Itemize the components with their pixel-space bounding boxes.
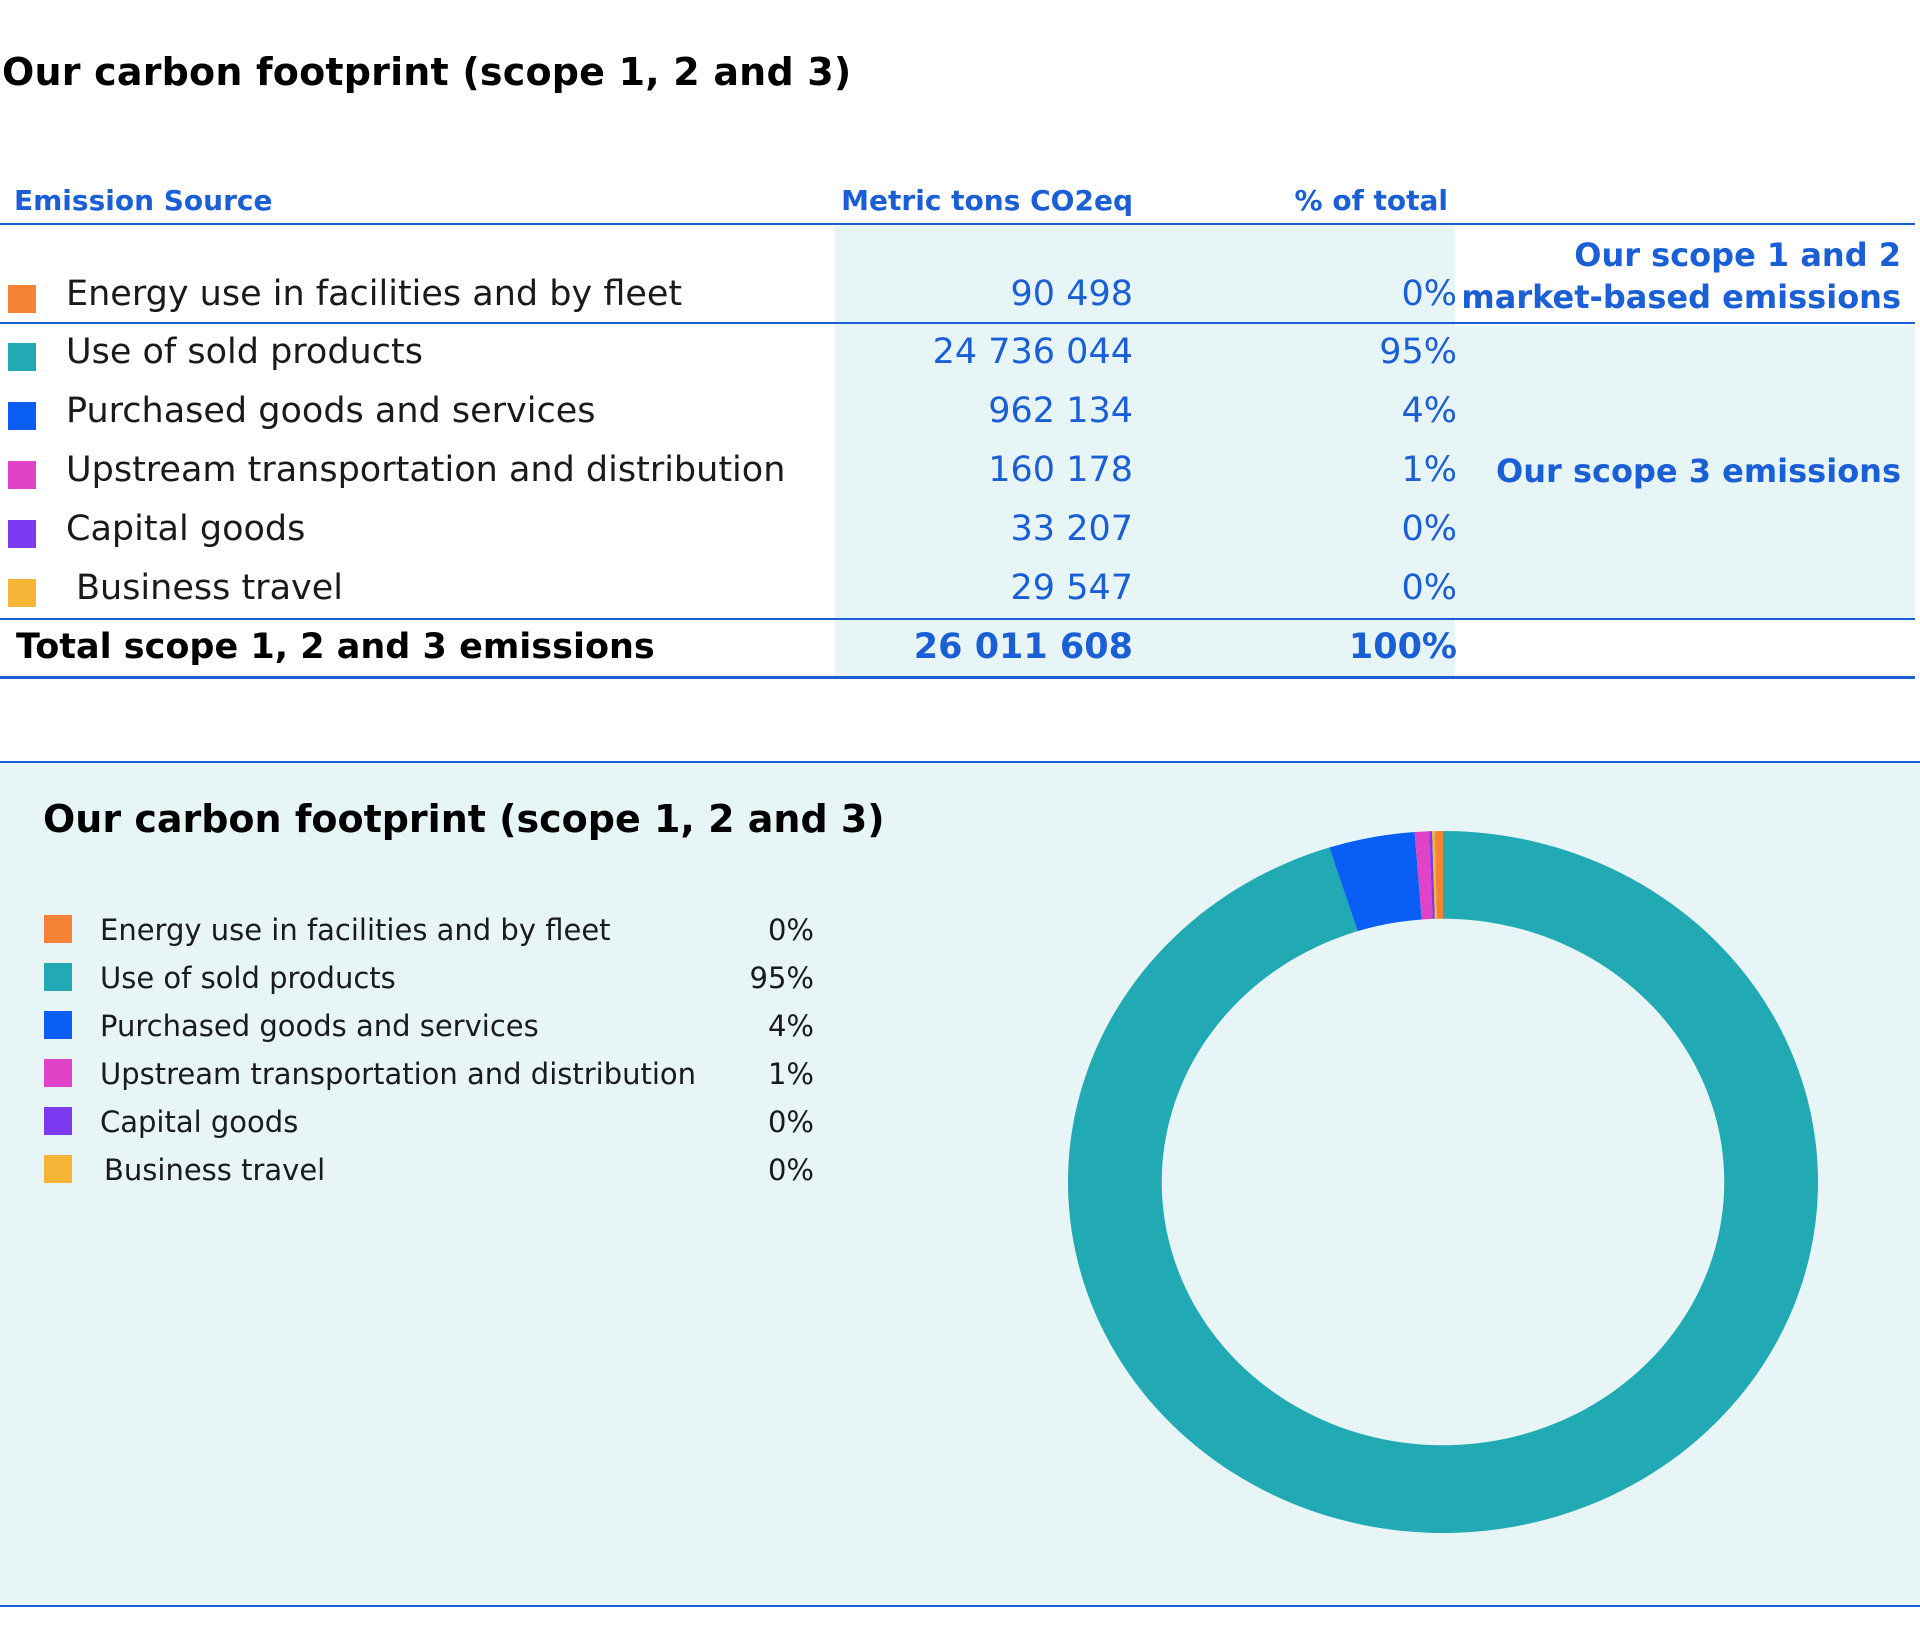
row-percent: 0% [1401, 568, 1457, 608]
legend-swatch [44, 915, 72, 943]
total-label: Total scope 1, 2 and 3 emissions [16, 627, 655, 667]
header-divider [0, 223, 1915, 225]
total-percent: 100% [1348, 627, 1457, 667]
swatch-energy [8, 285, 36, 313]
scope12-note-line2: market-based emissions [1461, 278, 1901, 316]
legend-percent: 0% [767, 913, 814, 947]
donut-slice-use-of-sold-products [1068, 831, 1818, 1533]
swatch-business-travel [8, 579, 36, 607]
table-row: Business travel 29 547 0% [0, 568, 1920, 624]
row-label: Energy use in facilities and by fleet [66, 274, 683, 314]
legend-percent: 4% [767, 1009, 814, 1043]
total-row: Total scope 1, 2 and 3 emissions 26 011 … [0, 627, 1920, 683]
row-value: 33 207 [1010, 509, 1133, 549]
row-label: Business travel [76, 568, 343, 608]
row-label: Purchased goods and services [66, 391, 596, 431]
row-value: 24 736 044 [932, 332, 1133, 372]
scope-divider [0, 322, 1915, 324]
legend-swatch [44, 963, 72, 991]
legend-label: Upstream transportation and distribution [100, 1057, 697, 1091]
legend-item: Upstream transportation and distribution… [44, 1049, 814, 1097]
legend-percent: 0% [767, 1105, 814, 1139]
legend-swatch [44, 1011, 72, 1039]
row-percent: 4% [1401, 391, 1457, 431]
table-row: Use of sold products 24 736 044 95% [0, 332, 1920, 388]
table-row: Capital goods 33 207 0% [0, 509, 1920, 565]
total-value: 26 011 608 [913, 627, 1133, 667]
donut-slice-purchased-goods-and-services [1329, 832, 1422, 932]
legend-item: Business travel 0% [44, 1145, 814, 1193]
legend-label: Energy use in facilities and by fleet [100, 913, 611, 947]
row-label: Capital goods [66, 509, 306, 549]
legend-swatch [44, 1059, 72, 1087]
legend-item: Energy use in facilities and by fleet 0% [44, 905, 814, 953]
page-title: Our carbon footprint (scope 1, 2 and 3) [2, 50, 852, 94]
table-notes-shade [1455, 326, 1915, 618]
legend-percent: 0% [767, 1153, 814, 1187]
swatch-purchased-goods [8, 402, 36, 430]
row-percent: 0% [1401, 274, 1457, 314]
row-value: 160 178 [988, 450, 1133, 490]
table-row: Energy use in facilities and by fleet 90… [0, 274, 1920, 330]
row-percent: 95% [1379, 332, 1457, 372]
total-divider [0, 618, 1915, 620]
donut-slice-energy-use-in-facilities-and-by-fleet [1434, 831, 1443, 919]
header-percent-total: % of total [1294, 184, 1448, 217]
legend-swatch [44, 1155, 72, 1183]
legend-percent: 1% [767, 1057, 814, 1091]
scope12-note: Our scope 1 and 2 market-based emissions [1461, 234, 1901, 318]
donut-slice-business-travel [1432, 831, 1437, 919]
row-label: Upstream transportation and distribution [66, 450, 786, 490]
swatch-upstream [8, 461, 36, 489]
legend-item: Purchased goods and services 4% [44, 1001, 814, 1049]
legend-item: Use of sold products 95% [44, 953, 814, 1001]
row-percent: 0% [1401, 509, 1457, 549]
header-metric-tons: Metric tons CO2eq [841, 184, 1133, 217]
table-value-column-shade [835, 226, 1455, 678]
scope12-note-line1: Our scope 1 and 2 [1574, 236, 1901, 274]
swatch-sold-products [8, 343, 36, 371]
row-value: 90 498 [1010, 274, 1133, 314]
table-row: Upstream transportation and distribution… [0, 450, 1920, 506]
legend-label: Purchased goods and services [100, 1009, 539, 1043]
table-bottom-rule [0, 676, 1915, 679]
legend-swatch [44, 1107, 72, 1135]
donut-slice-upstream-transportation-and-distribution [1414, 831, 1433, 920]
swatch-capital-goods [8, 520, 36, 548]
legend-label: Business travel [104, 1153, 326, 1187]
legend-label: Use of sold products [100, 961, 396, 995]
chart-legend: Energy use in facilities and by fleet 0%… [44, 905, 814, 1193]
chart-title: Our carbon footprint (scope 1, 2 and 3) [43, 797, 885, 841]
legend-item: Capital goods 0% [44, 1097, 814, 1145]
donut-chart [1068, 831, 1818, 1533]
scope3-note: Our scope 3 emissions [1496, 452, 1901, 490]
donut-slice-capital-goods [1429, 831, 1435, 919]
row-value: 29 547 [1010, 568, 1133, 608]
legend-percent: 95% [749, 961, 814, 995]
table-row: Purchased goods and services 962 134 4% [0, 391, 1920, 447]
legend-label: Capital goods [100, 1105, 299, 1139]
row-value: 962 134 [988, 391, 1133, 431]
row-percent: 1% [1401, 450, 1457, 490]
header-emission-source: Emission Source [14, 184, 273, 217]
row-label: Use of sold products [66, 332, 423, 372]
